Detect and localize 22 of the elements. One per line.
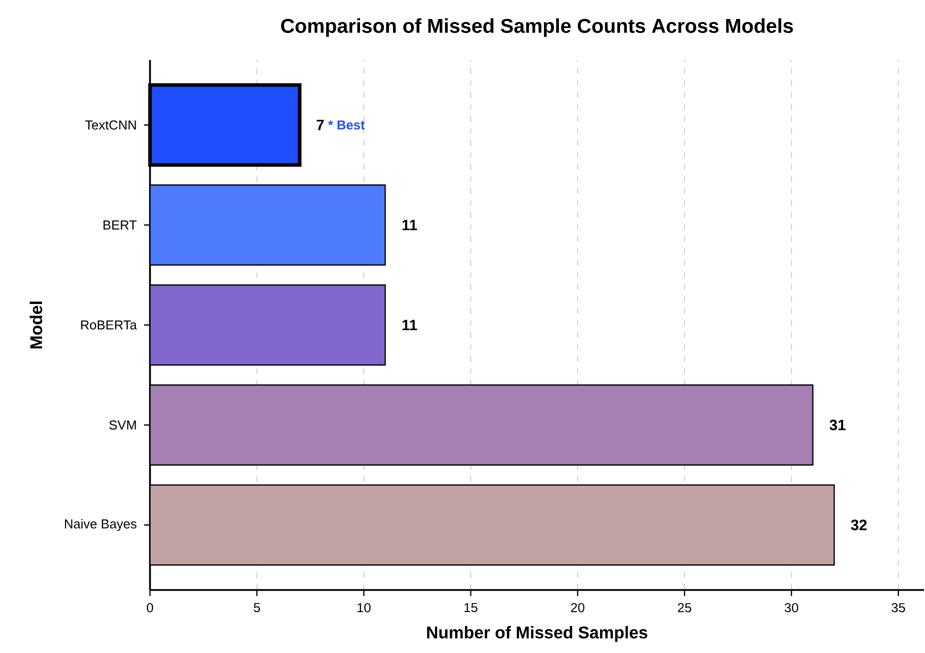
y-tick-label: SVM bbox=[109, 420, 136, 430]
x-tick-label: 30 bbox=[784, 603, 798, 612]
x-axis-title: Number of Missed Samples bbox=[427, 626, 648, 642]
x-tick-label: 5 bbox=[254, 603, 260, 612]
data-label: 32 bbox=[850, 520, 867, 530]
x-tick-label: 35 bbox=[892, 603, 906, 612]
x-tick-label: 10 bbox=[358, 603, 371, 612]
x-tick-label: 25 bbox=[678, 603, 692, 612]
y-tick-label: TextCNN bbox=[85, 120, 136, 130]
x-tick-label: 0 bbox=[146, 603, 154, 612]
data-label: 7 bbox=[316, 120, 324, 130]
data-label: 11 bbox=[402, 220, 418, 230]
y-tick-label: RoBERTa bbox=[81, 320, 137, 330]
data-label: 31 bbox=[830, 420, 846, 430]
y-tick-label: Naive Bayes bbox=[65, 518, 136, 532]
annotation: * Best bbox=[328, 120, 365, 130]
y-axis-title: Model bbox=[30, 302, 42, 348]
y-tick-label: BERT bbox=[104, 220, 137, 230]
x-tick-label: 20 bbox=[571, 603, 584, 612]
chart-title: Comparison of Missed Sample Counts Across Models bbox=[281, 18, 793, 37]
data-label: 11 bbox=[402, 320, 418, 330]
x-tick-label: 15 bbox=[464, 603, 478, 612]
